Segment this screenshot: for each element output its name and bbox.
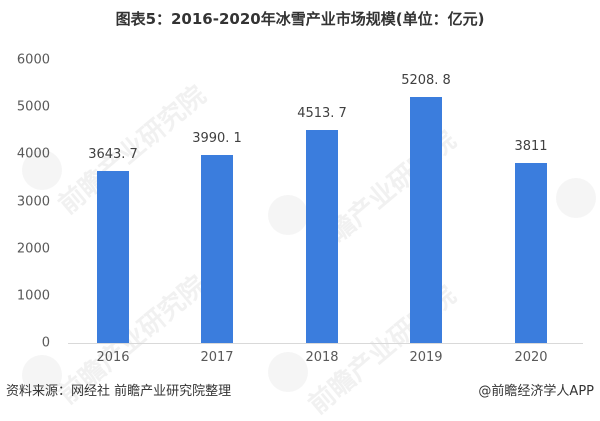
bar-value-label: 3643. 7 [88,147,138,163]
y-tick-label: 0 [41,335,50,351]
bar-value-label: 4513. 7 [297,106,347,122]
y-tick-label: 4000 [16,146,50,162]
bar-value-label: 3990. 1 [192,130,242,146]
x-tick-label: 2018 [305,350,339,365]
bar-2019 [410,97,442,343]
bar-2020 [515,163,547,343]
watermark-logo-icon [268,352,308,392]
bar-2016 [97,171,129,343]
source-note: 资料来源：网经社 前瞻产业研究院整理 [6,384,232,399]
credit-note: @前瞻经济学人APP [478,384,594,399]
x-axis-line [68,343,583,344]
bar-2017 [201,154,233,343]
y-tick-label: 5000 [16,99,50,115]
y-tick-label: 2000 [16,241,50,257]
y-tick-label: 3000 [16,194,50,209]
chart-title: 图表5：2016-2020年冰雪产业市场规模(单位：亿元) [115,10,485,28]
bar-value-label: 5208. 8 [401,73,451,89]
watermark-logo-icon [556,178,596,218]
x-tick-label: 2016 [96,350,130,365]
bar-value-label: 3811 [514,139,548,155]
x-tick-label: 2017 [200,350,234,365]
watermark-logo-icon [22,150,62,190]
x-tick-label: 2019 [409,350,443,365]
watermark-logo-icon [22,355,62,395]
bar-2018 [306,130,338,343]
y-tick-label: 6000 [16,52,50,68]
x-tick-label: 2020 [514,350,548,365]
watermark-logo-icon [268,195,308,235]
y-tick-label: 1000 [16,288,50,304]
